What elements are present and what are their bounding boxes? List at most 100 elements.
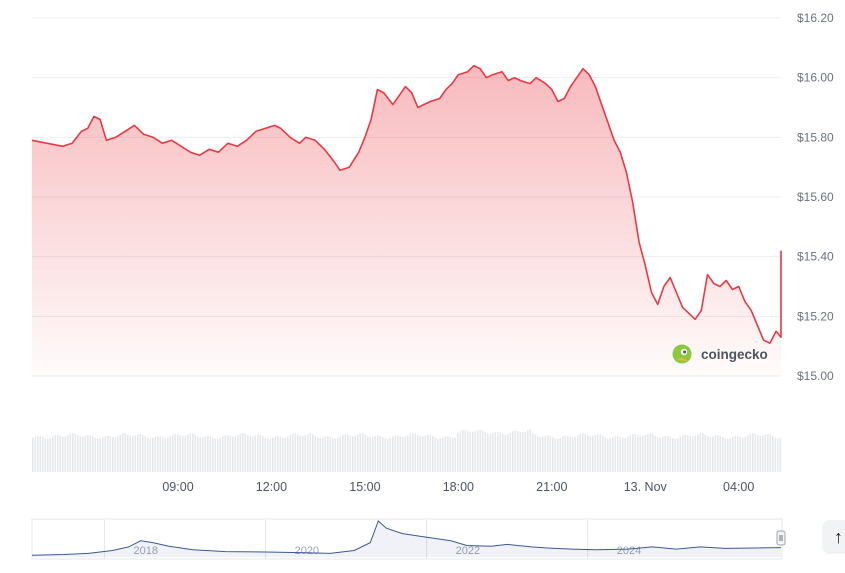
volume-bar	[109, 436, 112, 472]
volume-bar	[552, 437, 554, 472]
volume-bar	[249, 436, 252, 472]
volume-bar	[624, 438, 627, 472]
y-tick-label: $15.00	[797, 369, 834, 383]
volume-bar	[204, 436, 207, 472]
volume-bar	[294, 433, 297, 472]
volume-bar	[307, 434, 309, 472]
volume-bar	[707, 436, 709, 472]
volume-bar	[729, 437, 732, 472]
volume-bar	[697, 434, 699, 472]
y-tick-label: $16.00	[797, 71, 834, 85]
volume-bar	[199, 437, 202, 472]
volume-bar	[744, 436, 747, 472]
volume-bar	[274, 436, 277, 472]
volume-bar	[357, 434, 359, 472]
volume-bar	[659, 437, 662, 472]
volume-bar	[417, 435, 419, 472]
volume-bar	[479, 429, 482, 472]
volume-bar	[532, 433, 534, 472]
volume-bar	[637, 434, 639, 472]
scroll-top-button[interactable]: ↑	[822, 520, 845, 554]
volume-bar	[34, 436, 37, 472]
volume-bar	[474, 431, 477, 472]
x-tick-label: 18:00	[443, 480, 474, 494]
navigator-area	[32, 521, 781, 557]
volume-bar	[647, 433, 649, 472]
volume-bar	[429, 434, 432, 472]
navigator-handle[interactable]	[776, 530, 786, 546]
volume-bar	[167, 437, 169, 472]
volume-bar	[644, 434, 647, 472]
volume-bar	[347, 434, 349, 472]
volume-bar	[69, 433, 72, 472]
x-tick-label: 21:00	[536, 480, 567, 494]
range-navigator[interactable]: 2018 2020 2022 2024	[31, 518, 786, 560]
volume-bar	[94, 437, 97, 472]
volume-bar	[709, 436, 712, 472]
volume-bar	[699, 433, 702, 472]
volume-bar	[192, 433, 194, 472]
volume-bar	[459, 431, 462, 472]
volume-bar	[352, 436, 354, 472]
volume-bar	[587, 435, 589, 472]
volume-bar	[557, 438, 559, 472]
volume-bar	[147, 437, 149, 472]
volume-bar	[162, 437, 164, 472]
volume-bar	[107, 435, 109, 472]
volume-bar	[282, 437, 284, 472]
volume-bar	[254, 435, 257, 472]
volume-bar	[127, 434, 129, 472]
volume-bar	[754, 433, 757, 472]
volume-bar	[242, 433, 244, 472]
volume-bar	[727, 438, 729, 472]
volume-bar	[649, 433, 652, 472]
volume-bar	[772, 435, 774, 472]
volume-bar	[642, 435, 644, 472]
volume-bar	[317, 437, 319, 472]
volume-bar	[612, 437, 614, 472]
volume-bar	[499, 432, 502, 472]
volume-bar	[79, 436, 82, 472]
volume-bar	[632, 433, 634, 472]
volume-bar	[579, 433, 582, 472]
volume-bar	[614, 436, 617, 472]
volume-bar	[232, 436, 234, 472]
volume-bar	[277, 435, 279, 472]
volume-bar	[129, 435, 132, 472]
price-line	[31, 64, 782, 344]
volume-bar	[329, 436, 332, 472]
volume-bar	[664, 436, 667, 472]
volume-bar	[619, 437, 622, 472]
volume-bar	[522, 432, 524, 472]
volume-bar	[432, 436, 434, 472]
volume-bar	[187, 434, 189, 472]
volume-bar	[414, 433, 417, 472]
volume-bar	[734, 435, 737, 472]
volume-bar	[299, 435, 302, 472]
volume-bar	[407, 435, 409, 472]
volume-bar	[209, 436, 212, 472]
volume-bar	[174, 434, 177, 472]
volume-bar	[259, 434, 262, 472]
volume-bar	[577, 435, 579, 472]
volume-bar	[344, 434, 347, 472]
volume-bar	[574, 436, 577, 472]
volume-bar	[97, 438, 99, 472]
volume-bar	[367, 436, 369, 472]
volume-bar	[469, 431, 472, 472]
volume-bar	[742, 437, 744, 472]
volume-bar	[667, 435, 669, 472]
volume-bar	[567, 435, 569, 472]
volume-bar	[202, 437, 204, 472]
y-tick-label: $15.20	[797, 309, 834, 323]
volume-bar	[379, 435, 382, 472]
volume-bar	[437, 438, 439, 472]
volume-bar	[704, 434, 707, 472]
volume-bar	[182, 436, 184, 472]
volume-bar	[154, 436, 157, 472]
volume-bar	[604, 437, 607, 472]
volume-bar	[64, 436, 67, 472]
y-axis: $16.20 $16.00 $15.80 $15.60 $15.40 $15.20 $15.…	[797, 11, 834, 383]
volume-bar	[387, 438, 389, 472]
